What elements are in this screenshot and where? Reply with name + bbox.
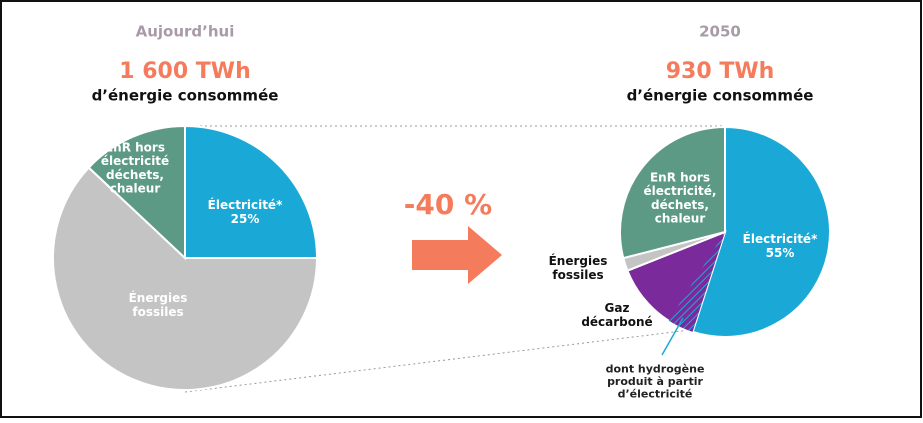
- pie-slice: [691, 125, 831, 338]
- slice-label: Gaz décarboné: [581, 301, 652, 329]
- hydrogen-note-line: dont hydrogène: [606, 362, 705, 375]
- pie-title: Aujourd’hui: [136, 23, 235, 41]
- slice-label-line: 25%: [231, 211, 260, 225]
- slice-label: Électricité* 25%: [208, 197, 283, 226]
- slice-label-line: EnR hors: [105, 140, 165, 154]
- pie-title: 2050: [699, 23, 741, 41]
- slice-label-line: électricité: [101, 154, 169, 168]
- slice-label: Énergies fossiles: [129, 290, 188, 319]
- slice-label-line: déchets,: [651, 197, 709, 211]
- pie-total: 930 TWh: [666, 59, 775, 84]
- slice-label-line: Énergies: [549, 253, 608, 268]
- slice-label-line: décarboné: [581, 314, 652, 328]
- slice-label-line: 55%: [766, 245, 795, 259]
- slice-label: Électricité* 55%: [743, 231, 818, 260]
- hydrogen-share: [668, 232, 725, 332]
- pie-slice: [184, 124, 319, 259]
- pie-total: 1 600 TWh: [119, 59, 250, 84]
- pie-subtitle: d’énergie consommée: [92, 87, 279, 105]
- slice-label-line: chaleur: [655, 211, 706, 225]
- slice-label-line: Énergies: [129, 290, 188, 305]
- slice-label-line: fossiles: [552, 267, 603, 281]
- slice-label-line: Électricité*: [208, 197, 283, 212]
- pie-slice: [87, 124, 186, 261]
- pie-slice: [52, 166, 319, 391]
- arrow: [412, 226, 502, 284]
- slice-label-line: Gaz: [605, 301, 630, 315]
- slice-label-line: fossiles: [132, 304, 183, 318]
- hydrogen-note-line: produit à partir: [607, 375, 703, 388]
- slice-label-line: chaleur: [110, 181, 161, 195]
- slice-label: EnR hors électricité déchets, chaleur: [101, 140, 169, 195]
- hydrogen-note: dont hydrogène produit à partir d’électric…: [606, 362, 705, 400]
- hydrogen-leader: [661, 317, 684, 356]
- pie-slice: [619, 125, 726, 260]
- slice-label-line: déchets,: [106, 167, 164, 181]
- pie-subtitle: d’énergie consommée: [627, 87, 814, 105]
- slice-label: Énergies fossiles: [549, 253, 608, 282]
- slice-label-line: électricité,: [644, 184, 717, 198]
- slice-label: EnR hors électricité, déchets, chaleur: [644, 170, 717, 225]
- annotation: -40 %: [404, 188, 492, 221]
- hydrogen-note-line: d’électricité: [618, 388, 693, 401]
- slice-label-line: Électricité*: [743, 231, 818, 246]
- slice-label-line: EnR hors: [650, 170, 710, 184]
